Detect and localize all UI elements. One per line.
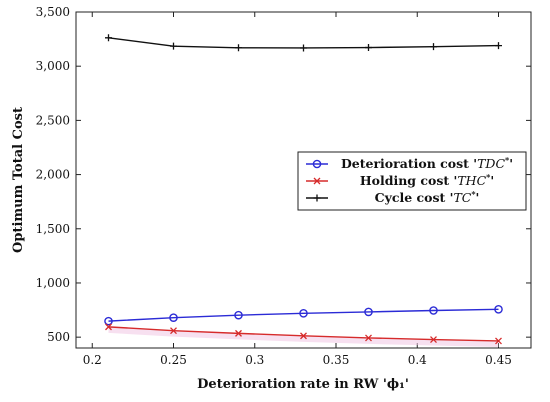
data-point — [300, 332, 307, 340]
y-tick-label: 1,000 — [36, 276, 70, 290]
y-axis-label: Optimum Total Cost — [11, 107, 26, 253]
x-axis: 0.2 0.25 0.3 0.35 0.4 0.45 — [83, 12, 512, 367]
x-tick-label: 0.4 — [408, 353, 427, 367]
data-point — [235, 329, 242, 337]
data-point — [170, 42, 177, 50]
data-point — [365, 334, 372, 342]
data-point — [429, 306, 438, 315]
x-tick-label: 0.35 — [323, 353, 350, 367]
y-tick-label: 2,500 — [36, 113, 70, 127]
data-point — [170, 327, 177, 335]
data-point — [105, 323, 112, 331]
data-point — [430, 336, 437, 344]
legend-marker — [313, 177, 321, 185]
data-point — [430, 43, 437, 51]
x-tick-label: 0.25 — [160, 353, 187, 367]
y-axis: 500 1,000 1,500 2,000 2,500 3,000 3,500 — [36, 5, 531, 344]
y-tick-label: 3,500 — [36, 5, 70, 19]
legend-entry-2: Holding cost 'THC*' — [360, 172, 494, 188]
x-axis-label: Deterioration rate in RW 'ϕ₁' — [197, 377, 409, 392]
legend-marker — [312, 159, 322, 169]
data-point — [495, 42, 502, 50]
series-3 — [105, 34, 502, 52]
data-point — [495, 337, 502, 345]
y-tick-label: 3,000 — [36, 59, 70, 73]
legend-entry-3: Cycle cost 'TC*' — [375, 189, 480, 205]
data-point — [299, 309, 308, 318]
data-point — [234, 310, 243, 320]
legend-box — [297, 151, 527, 211]
data-point — [365, 44, 372, 52]
legend-marker — [313, 194, 321, 202]
y-tick-label: 500 — [47, 330, 70, 344]
y-tick-label: 1,500 — [36, 222, 70, 236]
data-point — [169, 313, 178, 322]
legend-entry-1: Deterioration cost 'TDC*' — [341, 155, 513, 171]
data-point — [105, 34, 112, 42]
data-point — [300, 44, 307, 52]
plot-frame — [75, 11, 532, 349]
legend: Deterioration cost 'TDC*'Holding cost 'T… — [297, 151, 527, 211]
series-layer — [104, 34, 503, 347]
series-band — [108, 326, 499, 347]
data-point — [235, 44, 242, 52]
data-point — [494, 305, 503, 314]
x-tick-label: 0.2 — [83, 353, 102, 367]
data-point — [104, 316, 113, 326]
series-2 — [105, 323, 502, 347]
x-tick-label: 0.45 — [485, 353, 512, 367]
data-point — [364, 307, 373, 317]
series-1 — [104, 305, 503, 326]
series-line — [108, 308, 499, 322]
y-tick-label: 2,000 — [36, 168, 70, 182]
x-tick-label: 0.3 — [245, 353, 264, 367]
